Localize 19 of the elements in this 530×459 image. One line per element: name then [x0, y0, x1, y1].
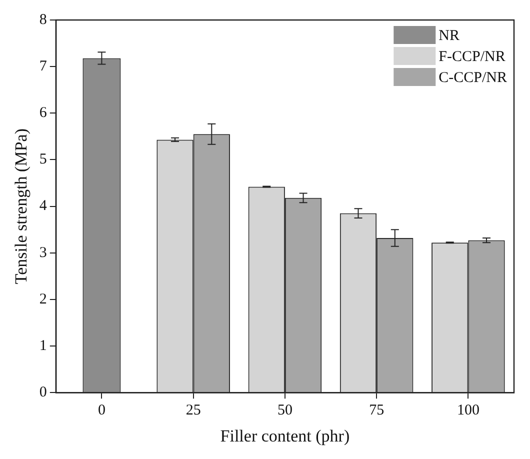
x-tick-label: 25 [186, 402, 201, 419]
y-tick-label: 6 [39, 105, 48, 122]
legend-label: NR [438, 28, 460, 44]
y-tick-label: 0 [39, 384, 47, 401]
y-tick-label: 8 [39, 12, 47, 28]
y-tick-label: 5 [39, 152, 47, 168]
x-axis-title: Filler content (phr) [220, 426, 350, 446]
legend-label: C-CCP/NR [438, 70, 507, 86]
y-tick-label: 4 [39, 198, 48, 214]
y-tick-label: 2 [39, 291, 47, 308]
y-tick-label: 7 [39, 58, 48, 75]
y-tick-label: 3 [39, 244, 47, 261]
x-tick-label: 75 [369, 402, 384, 419]
x-tick-label: 0 [98, 402, 106, 419]
x-tick-label: 50 [277, 402, 292, 419]
y-tick-label: 1 [39, 338, 47, 354]
legend-label: F-CCP/NR [438, 48, 506, 65]
y-axis-title: Tensile strength (MPa) [12, 128, 31, 284]
x-tick-label: 100 [456, 402, 480, 419]
